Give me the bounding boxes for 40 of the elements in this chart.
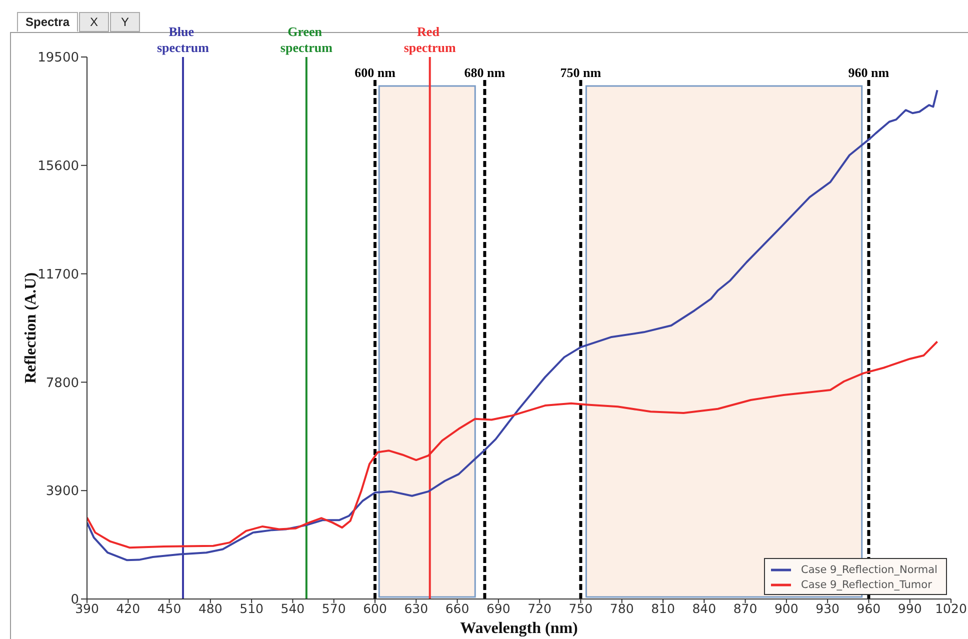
x-tick-label: 810 [651,600,675,616]
y-tick-label: 15600 [38,159,79,174]
y-tick-label: 3900 [46,484,79,500]
x-tick-label: 660 [445,600,470,616]
ref-line-label: Red spectrum [404,24,456,55]
x-tick-label: 600 [363,600,387,616]
y-tick-label: 11700 [38,267,79,282]
legend-label: Case 9_Reflection_Tumor [801,579,932,591]
x-tick-label: 420 [116,600,140,616]
tab: Spectra [17,12,78,32]
x-tick-label: 750 [568,600,593,616]
ref-line-label: 960 nm [848,65,890,80]
x-tick-label: 510 [240,600,264,616]
y-tick-label: 19500 [38,50,79,66]
x-tick-label: 840 [692,600,716,616]
x-tick-label: 930 [816,600,840,616]
ref-line-label: Blue spectrum [157,24,210,55]
tab: X [79,12,109,32]
x-tick-label: 690 [486,600,510,616]
ref-line-label: 750 nm [560,65,602,80]
ref-line-label: Green spectrum [280,24,333,55]
y-tick-label: 7800 [46,376,79,391]
x-tick-label: 450 [157,600,182,616]
y-axis-title: Reflection (A.U) [22,272,40,384]
x-tick-label: 1020 [935,600,967,616]
x-tick-label: 900 [774,600,798,616]
x-tick-label: 480 [198,600,222,616]
x-tick-label: 570 [322,600,346,616]
ref-line-label: 600 nm [354,65,396,80]
x-tick-label: 870 [733,600,758,616]
x-tick-label: 780 [610,600,634,616]
x-tick-label: 540 [280,600,305,616]
x-tick-label: 960 [856,600,881,616]
tab: Y [110,12,140,32]
x-tick-label: 630 [404,600,428,616]
ref-line-label: 680 nm [464,65,506,80]
x-tick-label: 720 [528,600,552,616]
x-tick-label: 990 [898,600,922,616]
legend-label: Case 9_Reflection_Normal [801,564,938,576]
x-axis-title: Wavelength (nm) [460,620,578,637]
